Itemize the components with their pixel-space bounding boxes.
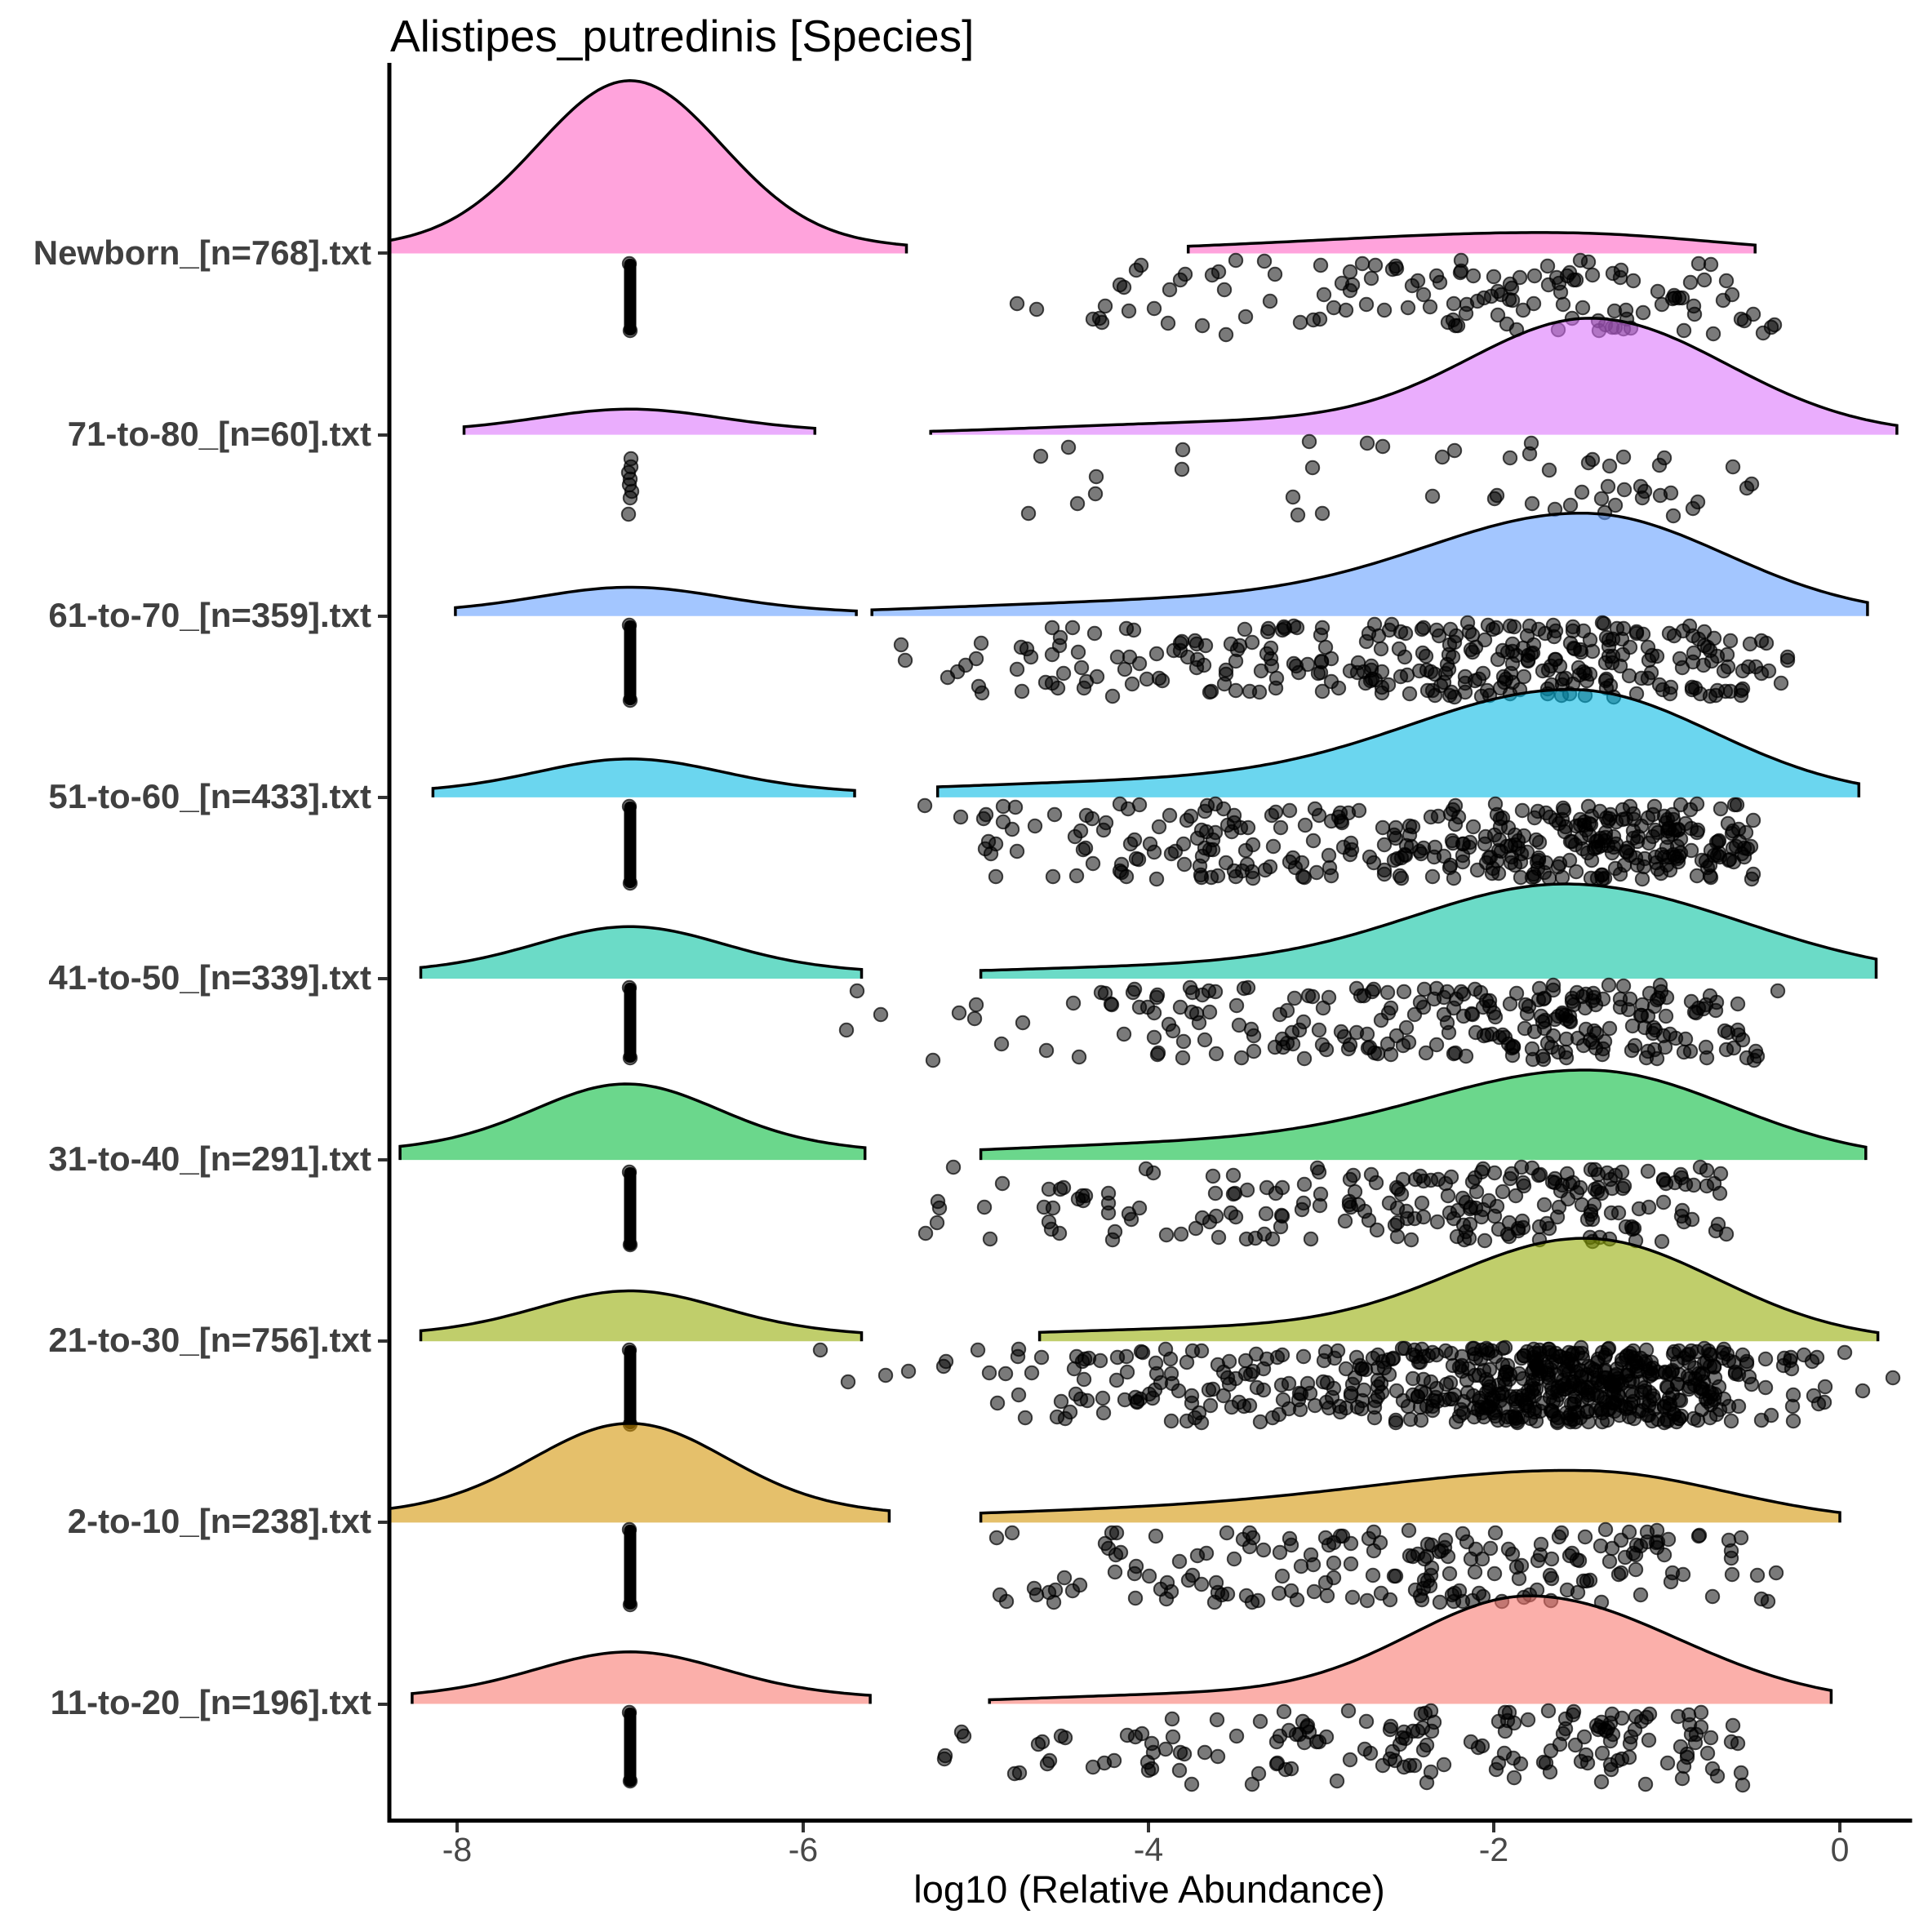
svg-text:Alistipes_putredinis [Species]: Alistipes_putredinis [Species] (390, 11, 974, 61)
svg-text:11-to-20_[n=196].txt: 11-to-20_[n=196].txt (51, 1683, 371, 1721)
svg-text:-2: -2 (1479, 1831, 1508, 1868)
svg-text:21-to-30_[n=756].txt: 21-to-30_[n=756].txt (48, 1321, 371, 1359)
svg-text:log10 (Relative Abundance): log10 (Relative Abundance) (913, 1868, 1384, 1911)
svg-text:Newborn_[n=768].txt: Newborn_[n=768].txt (33, 233, 371, 272)
svg-text:51-to-60_[n=433].txt: 51-to-60_[n=433].txt (48, 777, 371, 815)
svg-text:0: 0 (1831, 1831, 1850, 1868)
svg-text:-4: -4 (1134, 1831, 1163, 1868)
svg-text:61-to-70_[n=359].txt: 61-to-70_[n=359].txt (48, 596, 371, 634)
svg-text:2-to-10_[n=238].txt: 2-to-10_[n=238].txt (68, 1502, 371, 1540)
svg-text:-6: -6 (789, 1831, 818, 1868)
svg-text:41-to-50_[n=339].txt: 41-to-50_[n=339].txt (48, 958, 371, 997)
svg-text:-8: -8 (442, 1831, 472, 1868)
svg-text:71-to-80_[n=60].txt: 71-to-80_[n=60].txt (68, 415, 371, 453)
svg-text:31-to-40_[n=291].txt: 31-to-40_[n=291].txt (48, 1139, 371, 1178)
